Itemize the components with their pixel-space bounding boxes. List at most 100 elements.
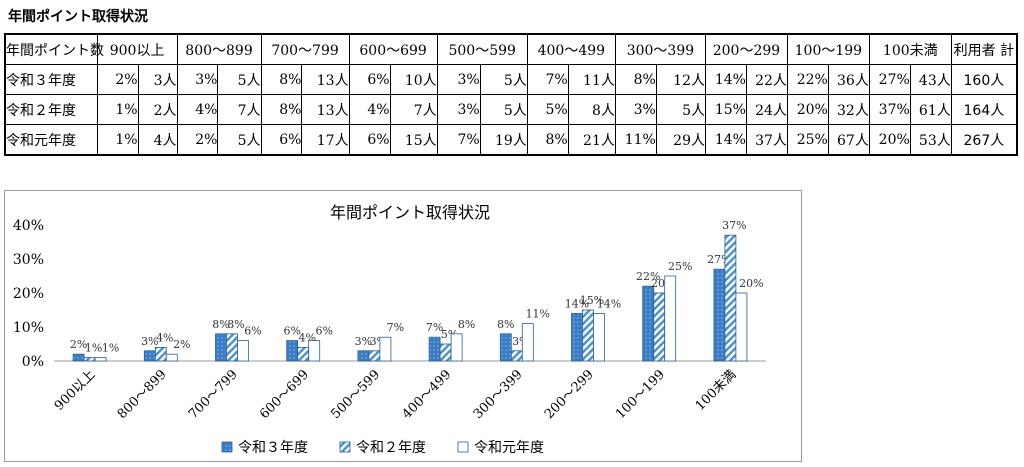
range-header: 600～699 [348,33,438,65]
percent-cell: 6% [348,64,391,95]
count-cell: 67人 [827,124,870,156]
x-tick-label: 200～299 [542,367,597,422]
count-cell: 17人 [301,124,350,156]
count-cell: 7人 [217,94,262,125]
percent-cell: 14% [704,124,747,156]
bar [308,340,321,362]
count-cell: 29人 [655,124,706,156]
y-tick-label: 20% [13,286,44,302]
legend-swatch [221,441,233,453]
year-cell: 令和元年度 [4,124,98,156]
data-label: 14% [565,297,589,310]
count-cell: 21人 [567,124,616,156]
bar [521,323,534,362]
page-title: 年間ポイント取得状況 [8,9,148,25]
percent-cell: 2% [176,124,219,156]
count-cell: 12人 [655,64,706,95]
y-tick-label: 40% [13,218,44,234]
y-tick-label: 0% [22,354,44,370]
total-cell: 164人 [950,94,1018,125]
range-header: 800～899 [176,33,262,65]
chart-frame [4,190,802,462]
data-label: 1% [85,342,102,355]
x-tick-label: 600～699 [257,367,312,422]
percent-cell: 37% [868,94,911,125]
count-cell: 5人 [479,64,528,95]
count-cell: 2人 [137,94,178,125]
bar [664,275,677,362]
range-header: 100未満 [868,33,952,65]
bar [237,340,249,362]
count-cell: 13人 [301,94,350,125]
x-tick-label: 300～399 [471,367,526,422]
count-cell: 5人 [655,94,706,125]
x-tick-label: 100～199 [613,367,668,422]
bar [83,357,96,362]
count-cell: 36人 [827,64,870,95]
range-header: 200～299 [704,33,788,65]
count-cell: 22人 [745,64,788,95]
range-header: 500～599 [436,33,528,65]
legend-label: 令和３年度 [238,440,308,456]
percent-cell: 20% [868,124,911,156]
data-label: 6% [283,325,300,338]
y-tick-label: 30% [13,252,44,268]
y-tick-label: 10% [13,320,44,336]
count-cell: 5人 [217,124,262,156]
total-cell: 267人 [950,124,1018,156]
data-label: 8% [227,318,244,331]
legend-swatch [457,441,469,453]
data-label: 3% [141,335,158,348]
percent-cell: 3% [436,94,481,125]
bar [582,309,594,362]
data-label: 2% [173,338,190,351]
bar [571,312,583,362]
count-cell: 5人 [479,94,528,125]
bar [154,346,167,362]
count-cell: 19人 [479,124,528,156]
table-row: 令和２年度 1% 2人 4% 7人 8% 13人 4% 7人 3% 5人 5% 8人 3% 5人 15% 24人… [4,94,1018,125]
data-label: 14% [597,297,621,310]
data-label: 8% [458,318,475,331]
data-label: 11% [526,308,550,321]
bar [593,312,605,362]
count-cell: 5人 [217,64,262,95]
data-label: 3% [355,335,372,348]
legend-label: 令和２年度 [356,440,426,456]
bar [379,336,392,362]
percent-cell: 11% [614,124,657,156]
percent-cell: 4% [348,94,391,125]
stats-table: 年間ポイント数 900以上 800～899 700～799 600～699 50… [4,33,1018,156]
percent-cell: 20% [786,94,829,125]
bar [428,336,441,362]
bar [286,340,299,362]
bar [357,350,370,362]
year-cell: 令和３年度 [4,64,98,95]
bar [94,357,107,362]
percent-cell: 4% [176,94,219,125]
data-label: 6% [315,325,332,338]
bar [439,343,452,362]
x-tick-label: 400～499 [400,367,455,422]
bar [226,333,238,362]
count-cell: 37人 [745,124,788,156]
percent-cell: 8% [260,64,303,95]
bar [510,350,523,362]
row-header-cell: 年間ポイント数 [4,33,104,65]
bar [72,353,85,362]
bar [724,234,737,362]
range-header: 100～199 [786,33,870,65]
count-cell: 15人 [389,124,438,156]
data-label: 22% [636,270,660,283]
percent-cell: 7% [436,124,481,156]
percent-cell: 15% [704,94,747,125]
count-cell: 61人 [909,94,952,125]
bar [499,333,512,362]
bar [735,292,748,362]
range-header: 400～499 [526,33,616,65]
bar [653,292,666,362]
count-cell: 24人 [745,94,788,125]
x-tick-label: 700～799 [186,367,241,422]
percent-cell: 3% [176,64,219,95]
